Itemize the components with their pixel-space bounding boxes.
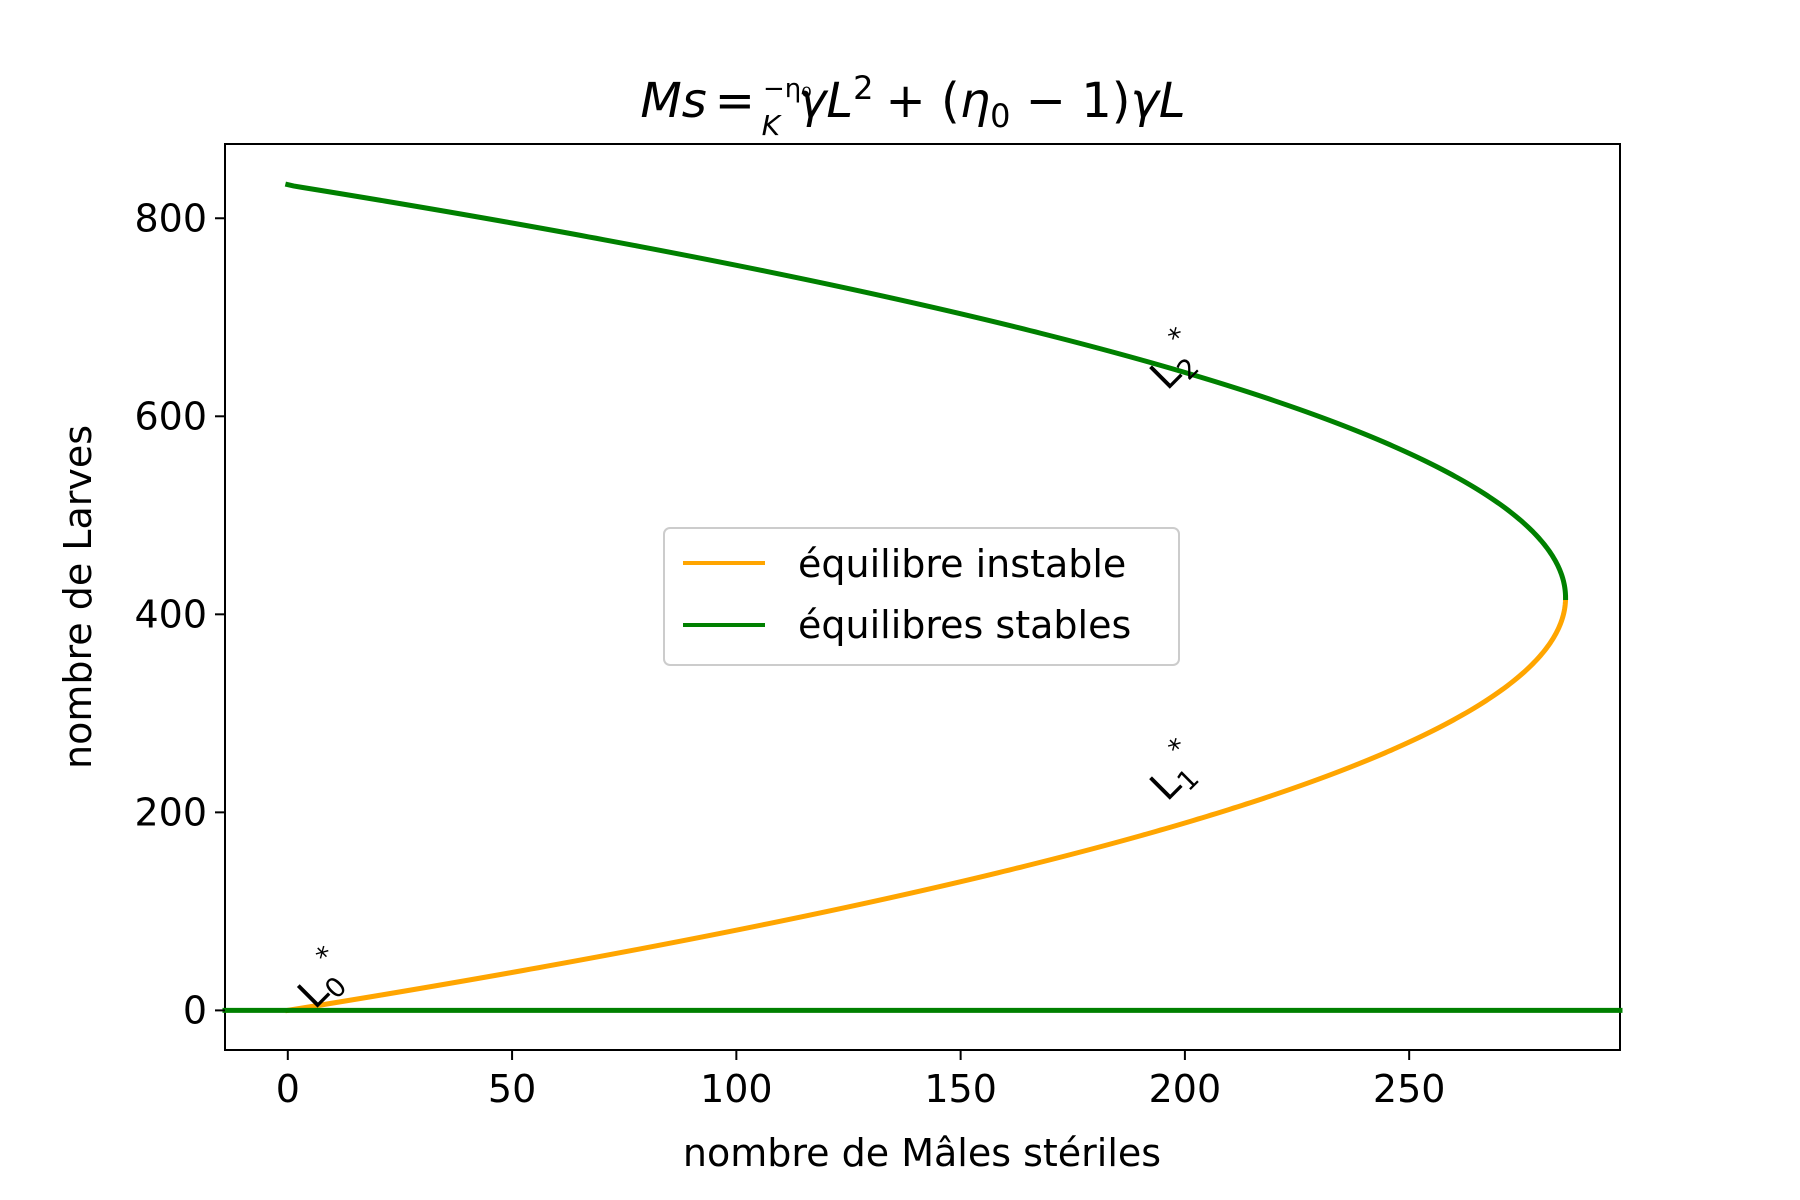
legend: équilibre instable équilibres stables	[663, 527, 1180, 666]
x-axis-ticks: 0 50 100 150 200 250	[276, 1050, 1446, 1111]
y-tick-label: 800	[134, 196, 207, 240]
y-axis-label: nombre de Larves	[56, 425, 100, 769]
y-tick-label: 200	[134, 790, 207, 834]
legend-label-unstable: équilibre instable	[798, 542, 1126, 586]
y-tick-label: 0	[183, 988, 207, 1032]
x-tick-label: 150	[924, 1067, 997, 1111]
x-tick-label: 250	[1373, 1067, 1446, 1111]
plot-area-frame	[224, 143, 1621, 1051]
x-tick-label: 100	[700, 1067, 773, 1111]
x-axis-label: nombre de Mâles stériles	[683, 1131, 1161, 1175]
series-line-0	[284, 594, 1569, 1014]
y-tick-label: 600	[134, 394, 207, 438]
series-layer	[222, 181, 1623, 1014]
series-line-1	[284, 181, 1569, 601]
y-tick-label: 400	[134, 592, 207, 636]
x-tick-label: 200	[1149, 1067, 1222, 1111]
x-tick-label: 0	[276, 1067, 300, 1111]
legend-label-stable: équilibres stables	[798, 603, 1131, 647]
y-axis-ticks: 0 200 400 600 800	[134, 196, 225, 1032]
x-tick-label: 50	[488, 1067, 536, 1111]
legend-box	[663, 527, 1180, 666]
